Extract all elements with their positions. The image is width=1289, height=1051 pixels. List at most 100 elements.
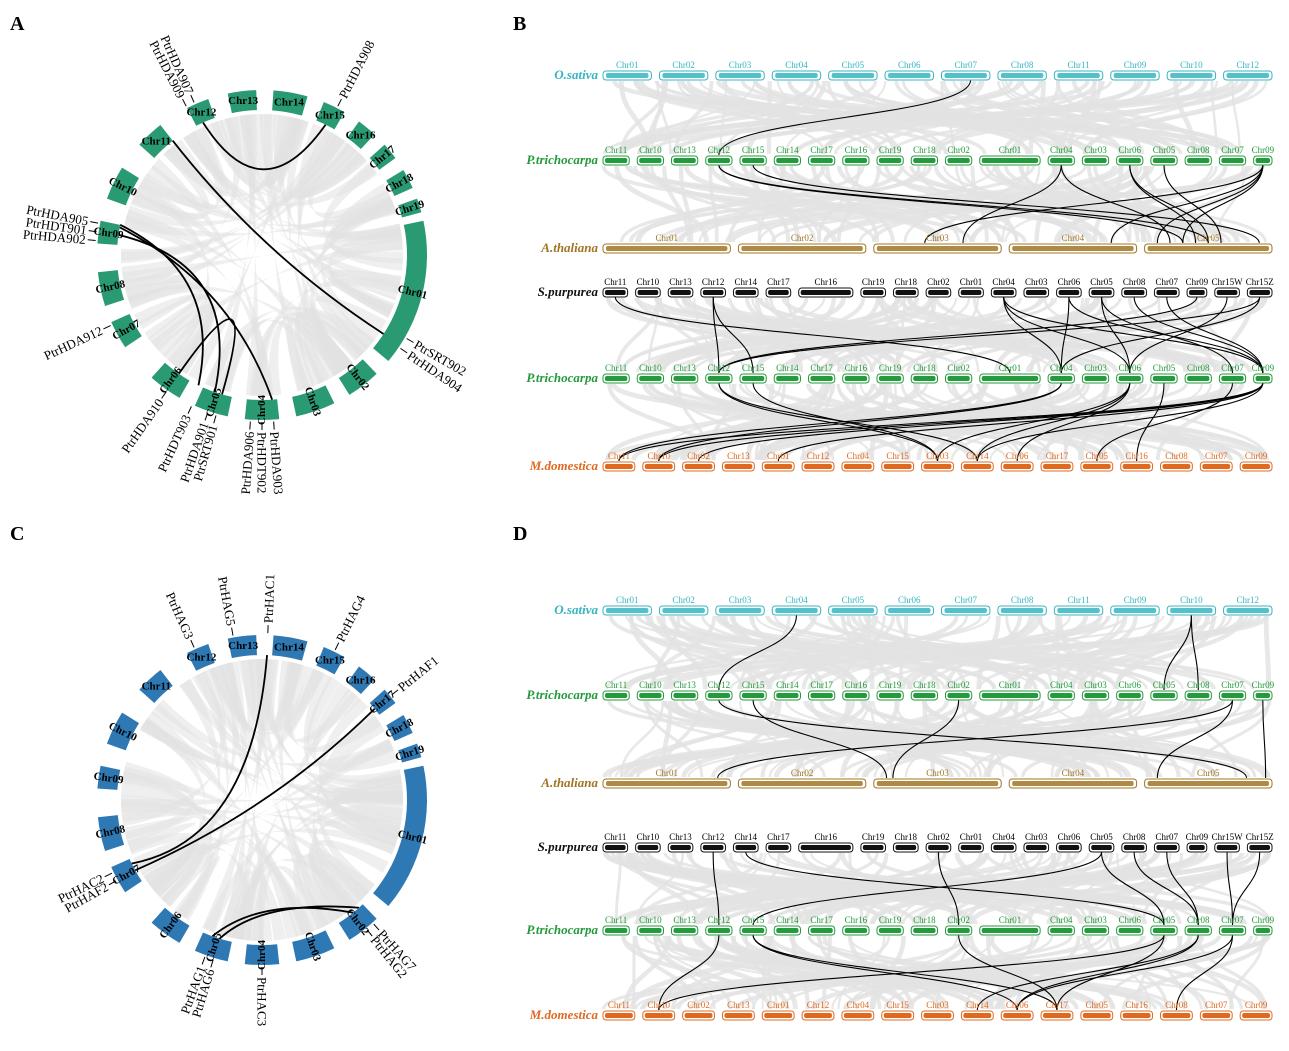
A-chr-Chr16: [347, 121, 375, 149]
D-at-chr-fill: [876, 781, 999, 786]
D-pt1-chr-fill: [1255, 693, 1270, 698]
D-os-chr-fill: [1057, 608, 1100, 613]
C-chr-label-Chr04: Chr04: [256, 940, 268, 970]
D-pt2-chr-label-Chr13: Chr13: [673, 915, 696, 925]
D-sp-chr-fill: [1123, 845, 1145, 850]
A-chr-Chr14: [272, 90, 308, 116]
B2-bg-link: [884, 165, 1078, 243]
C-gene-label: PtrHAC3: [255, 977, 270, 1026]
A-bg-ribbon: [122, 228, 403, 285]
B-pt1-chr-label-Chr02: Chr02: [947, 145, 970, 155]
B1-bg-link: [766, 80, 772, 155]
B3-bg-link: [994, 297, 1090, 373]
B4-bg-link: [804, 383, 1032, 461]
B-syn-link: [1003, 296, 1131, 374]
D-at-chr-fill: [1012, 781, 1134, 786]
B-md-chr-label-Chr05: Chr05: [1086, 451, 1109, 461]
A-gene-label: PtrHDA908: [336, 38, 378, 101]
D-sp-chr-fill: [960, 845, 982, 850]
A-chr-label-Chr16: Chr16: [346, 129, 376, 141]
D-pt1-chr-fill: [1084, 693, 1107, 698]
B-pt1-chr-fill: [1187, 158, 1210, 163]
D1-bg-link: [944, 615, 1022, 690]
D-syn-link: [1156, 699, 1234, 779]
D-sp-chr-label-Chr10: Chr10: [637, 832, 660, 842]
B-at-chr-label-Chr04: Chr04: [1062, 233, 1085, 243]
B-pt1-chr-fill: [981, 158, 1039, 163]
D-pt2-chr-label-Chr02: Chr02: [947, 915, 970, 925]
B4-bg-link: [657, 383, 928, 461]
D-sp-chr-label-Chr14: Chr14: [735, 832, 758, 842]
B-syn-link: [1100, 296, 1234, 374]
B-sp-chr-label-Chr10: Chr10: [637, 277, 660, 287]
D-pt2-chr-label-Chr16: Chr16: [845, 915, 868, 925]
B-md-chr-label-Chr16: Chr16: [1125, 451, 1148, 461]
C-chr-Chr15: [316, 647, 345, 675]
B4-bg-link: [605, 383, 826, 461]
D-sp-chr-label-Chr11: Chr11: [604, 832, 626, 842]
B3-bg-link: [1002, 297, 1212, 373]
D-pt2-chr-label-Chr09: Chr09: [1252, 915, 1275, 925]
B-sp-chr-fill: [1156, 290, 1178, 295]
B-syn-link: [1100, 296, 1131, 374]
B3-bg-link: [768, 297, 874, 373]
D-sp-chr-label-Chr05: Chr05: [1090, 832, 1113, 842]
D-sp-chr-label-Chr09: Chr09: [1186, 832, 1209, 842]
D-pt2-chr-fill: [605, 928, 628, 933]
D-syn-link: [1163, 614, 1192, 691]
B-os-chr-fill: [662, 73, 705, 78]
D-pt2-chr-fill: [981, 928, 1039, 933]
B-sp-chr-fill: [1216, 290, 1238, 295]
B4-bg-link: [648, 383, 1057, 461]
A-chr-Chr08: [97, 270, 125, 306]
D-pt2-chr-label-Chr19: Chr19: [879, 915, 902, 925]
C-gene-label: PtrHAF1: [395, 653, 441, 695]
B3-bg-link: [635, 297, 852, 373]
A-chr-Chr05: [194, 387, 232, 417]
B-syn-link: [924, 164, 1264, 244]
B1-bg-link: [787, 80, 948, 155]
D-os-chr-label-Chr02: Chr02: [672, 595, 695, 605]
D-pt1-chr-label-Chr14: Chr14: [776, 680, 799, 690]
D-pt1-chr-label-Chr18: Chr18: [913, 680, 936, 690]
B4-bg-link: [607, 383, 716, 461]
B-pt1-chr-fill: [776, 158, 799, 163]
B-pt1-chr-fill: [1152, 158, 1176, 163]
D-pt2-chr-fill: [844, 928, 867, 933]
D-syn-link: [1100, 851, 1165, 926]
B-syn-link: [712, 296, 720, 374]
B-pt1-chr-fill: [742, 158, 765, 163]
B-syn-link: [1182, 164, 1264, 244]
D-pt2-chr-label-Chr03: Chr03: [1084, 915, 1107, 925]
A-chr-label-Chr19: Chr19: [394, 198, 427, 219]
A-bg-ribbon: [328, 195, 403, 264]
D-pt1-chr-fill: [776, 693, 799, 698]
B1-bg-link: [795, 80, 1193, 155]
B-pt2-chr-label-Chr03: Chr03: [1084, 363, 1107, 373]
D1-bg-link: [1086, 615, 1226, 690]
B-sp-chr-label-Chr11: Chr11: [604, 277, 626, 287]
C-chr-label-Chr11: Chr11: [142, 681, 171, 693]
A-gene-tick: [249, 421, 251, 430]
D-at-chr-label-Chr01: Chr01: [655, 768, 678, 778]
D-syn-link: [717, 699, 1234, 779]
B-os-chr-label-Chr12: Chr12: [1237, 60, 1260, 70]
B-os-chr-label-Chr09: Chr09: [1124, 60, 1147, 70]
C-gene-tick: [104, 872, 113, 878]
D-sp-chr-label-Chr15Z: Chr15Z: [1246, 832, 1274, 842]
B-pt2-chr-label-Chr17: Chr17: [810, 363, 833, 373]
D2-bg-link: [728, 700, 782, 778]
C-chr-Chr16: [347, 666, 375, 694]
B2-bg-link: [1018, 165, 1148, 243]
B-sp-chr-label-Chr15W: Chr15W: [1212, 277, 1244, 287]
A-bg-ribbon: [165, 144, 400, 300]
D-pt1-chr-fill: [639, 693, 662, 698]
B-md-chr-fill: [1122, 464, 1151, 469]
D-syn-link: [718, 614, 798, 691]
A-chr-label-Chr04: Chr04: [256, 395, 268, 425]
B-os-chr-fill: [944, 73, 987, 78]
D3-bg-link: [1014, 852, 1099, 925]
panel-label-A: A: [10, 13, 25, 35]
A-gene-link: [178, 318, 236, 395]
D-md-chr-fill: [605, 1013, 633, 1018]
